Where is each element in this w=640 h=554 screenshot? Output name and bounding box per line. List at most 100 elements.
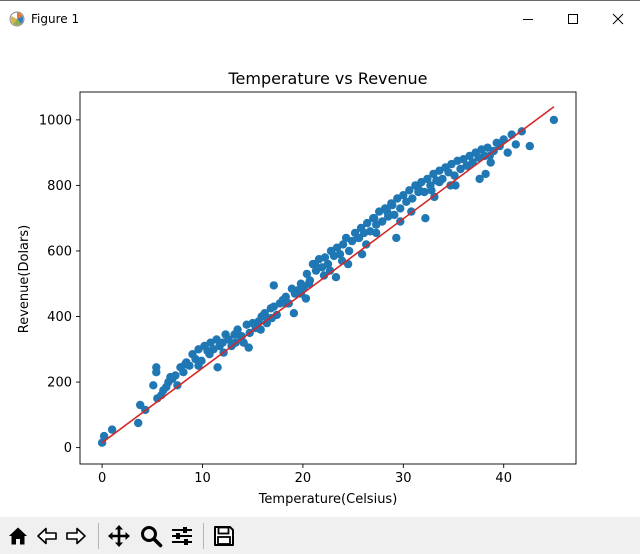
x-tick-label: 30 bbox=[395, 471, 412, 486]
data-point bbox=[427, 186, 436, 195]
data-point bbox=[338, 240, 348, 249]
x-axis-label: Temperature(Celsius) bbox=[258, 492, 398, 507]
data-point bbox=[450, 171, 459, 180]
minimize-icon bbox=[523, 19, 533, 20]
data-point bbox=[378, 217, 387, 226]
x-tick-label: 0 bbox=[98, 471, 106, 486]
y-tick-label: 400 bbox=[47, 310, 72, 325]
toolbar-separator bbox=[203, 523, 204, 549]
data-point bbox=[289, 309, 299, 318]
floppy-disk-icon bbox=[214, 526, 234, 546]
data-point bbox=[323, 259, 333, 269]
data-point bbox=[549, 115, 559, 125]
data-point bbox=[396, 204, 405, 213]
matplotlib-app-icon bbox=[9, 11, 25, 27]
forward-arrow-icon bbox=[66, 527, 86, 545]
data-point bbox=[302, 269, 312, 279]
data-point bbox=[392, 233, 401, 243]
zoom-button[interactable] bbox=[137, 522, 165, 550]
data-point bbox=[331, 273, 341, 282]
data-point bbox=[475, 174, 484, 184]
sliders-icon bbox=[172, 527, 192, 545]
save-button[interactable] bbox=[210, 522, 238, 550]
data-point bbox=[281, 292, 290, 301]
data-point bbox=[335, 250, 345, 259]
data-point bbox=[107, 425, 117, 434]
y-axis-label: Revenue(Dolars) bbox=[17, 225, 32, 333]
data-point bbox=[269, 281, 278, 290]
data-point bbox=[301, 294, 311, 303]
toolbar-separator bbox=[98, 523, 99, 549]
data-point bbox=[344, 246, 354, 256]
back-button[interactable] bbox=[33, 522, 61, 550]
data-point bbox=[310, 259, 320, 269]
move-icon bbox=[108, 525, 130, 547]
data-point bbox=[205, 350, 214, 359]
data-point bbox=[304, 279, 314, 288]
data-point bbox=[383, 207, 392, 216]
magnifier-icon bbox=[141, 526, 163, 548]
fit-line bbox=[101, 106, 555, 444]
data-point bbox=[325, 266, 335, 275]
navigation-toolbar bbox=[0, 517, 640, 554]
data-point bbox=[481, 169, 490, 179]
data-point bbox=[179, 368, 188, 377]
data-point bbox=[421, 214, 430, 223]
configure-subplots-button[interactable] bbox=[168, 522, 196, 550]
maximize-button[interactable] bbox=[550, 1, 596, 37]
data-point bbox=[408, 194, 417, 203]
title-bar[interactable]: Figure 1 bbox=[0, 1, 640, 37]
data-point bbox=[423, 174, 432, 184]
home-button[interactable] bbox=[4, 522, 32, 550]
axes-frame bbox=[79, 91, 577, 465]
y-tick-label: 600 bbox=[47, 244, 72, 259]
data-point bbox=[320, 253, 330, 262]
x-tick-label: 10 bbox=[194, 471, 211, 486]
data-point bbox=[362, 240, 371, 249]
y-tick-label: 800 bbox=[47, 179, 72, 194]
data-point bbox=[357, 250, 367, 259]
forward-button[interactable] bbox=[62, 522, 90, 550]
data-point bbox=[486, 158, 495, 167]
data-point bbox=[354, 233, 364, 243]
data-point bbox=[213, 363, 222, 372]
y-tick-label: 200 bbox=[47, 376, 72, 391]
maximize-icon bbox=[568, 14, 578, 24]
data-point bbox=[181, 359, 190, 369]
back-arrow-icon bbox=[37, 527, 57, 545]
data-point bbox=[194, 361, 203, 370]
data-point bbox=[244, 343, 253, 352]
data-point bbox=[399, 191, 408, 200]
data-point bbox=[390, 210, 399, 220]
data-point bbox=[224, 335, 233, 344]
y-tick-label: 0 bbox=[64, 441, 72, 456]
data-point bbox=[319, 271, 329, 280]
data-point bbox=[525, 141, 534, 151]
pan-button[interactable] bbox=[105, 522, 133, 550]
data-point bbox=[370, 214, 379, 223]
data-point bbox=[414, 187, 423, 197]
data-point bbox=[503, 148, 512, 157]
home-icon bbox=[9, 527, 27, 545]
data-point bbox=[256, 325, 265, 334]
data-point bbox=[372, 228, 381, 238]
data-point bbox=[511, 140, 520, 149]
data-point bbox=[388, 200, 397, 210]
data-point bbox=[451, 181, 460, 190]
data-point bbox=[267, 313, 276, 323]
window-title: Figure 1 bbox=[31, 12, 80, 26]
data-point bbox=[166, 372, 175, 382]
close-icon bbox=[612, 13, 624, 25]
data-point bbox=[435, 177, 444, 187]
minimize-button[interactable] bbox=[505, 1, 551, 37]
data-point bbox=[152, 368, 161, 377]
data-point bbox=[463, 161, 472, 170]
x-tick-label: 20 bbox=[295, 471, 312, 486]
data-point bbox=[149, 381, 158, 390]
close-button[interactable] bbox=[595, 1, 640, 37]
y-tick-label: 1000 bbox=[39, 113, 72, 128]
data-point bbox=[420, 187, 429, 197]
